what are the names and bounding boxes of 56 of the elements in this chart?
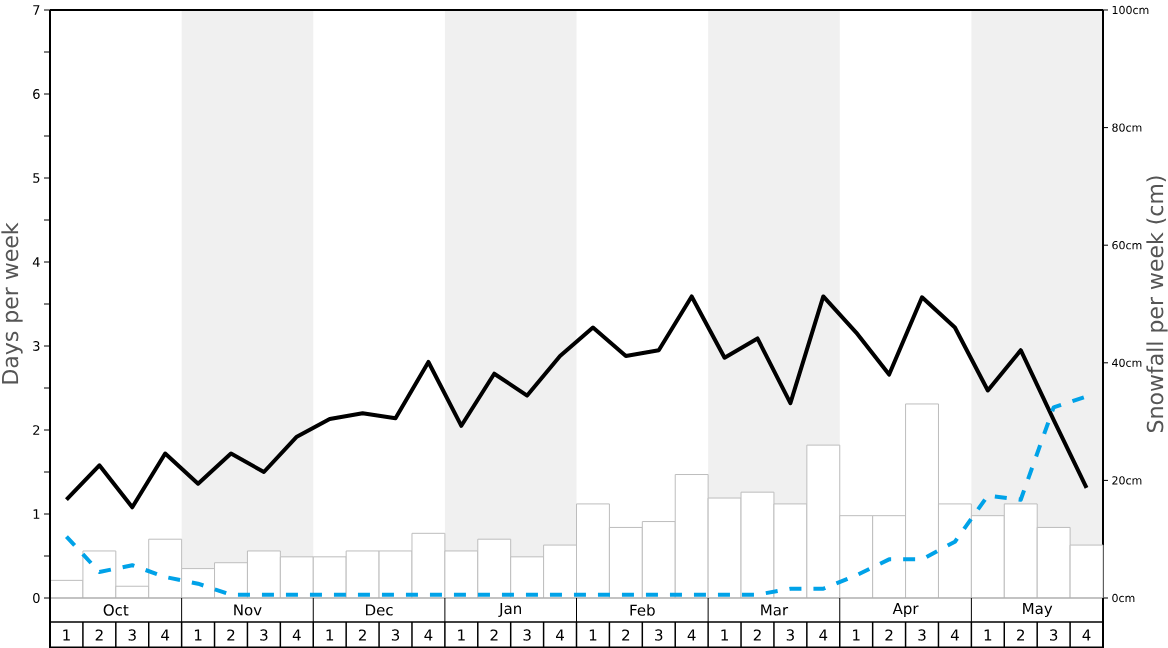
x-tick-label: 2 bbox=[227, 629, 235, 641]
x-tick-label: 4 bbox=[1082, 629, 1091, 641]
y-tick-label: 5 bbox=[33, 173, 40, 183]
x-tick-label: 3 bbox=[1050, 629, 1058, 641]
y-tick-label: 7 bbox=[33, 5, 40, 15]
x-tick-label: 4 bbox=[161, 629, 170, 641]
y-axis-title: Days per week bbox=[1, 222, 23, 384]
x-tick-label: 4 bbox=[687, 629, 696, 641]
x-tick-label: 4 bbox=[424, 629, 433, 641]
y-tick-label: 1 bbox=[33, 509, 40, 519]
x-tick-label: 1 bbox=[589, 629, 597, 641]
y2-tick-label: 40cm bbox=[1112, 358, 1142, 367]
x-tick-label: 3 bbox=[260, 629, 268, 641]
x-tick-label: 2 bbox=[358, 629, 366, 641]
y2-tick-label: 20cm bbox=[1112, 476, 1142, 485]
text: May bbox=[1023, 602, 1053, 618]
x-tick-label: 4 bbox=[950, 629, 959, 641]
y2-tick-label: 100cm bbox=[1112, 5, 1149, 15]
text: Nov bbox=[234, 604, 262, 616]
y2-tick-label: 0cm bbox=[1112, 593, 1135, 603]
y-tick-label: 3 bbox=[33, 341, 40, 351]
y2-axis-title: Snowfall per week (cm) bbox=[1146, 176, 1168, 432]
x-tick-label: 1 bbox=[194, 629, 202, 641]
text: Feb bbox=[630, 604, 655, 616]
x-tick-label: 2 bbox=[622, 629, 630, 641]
y2-tick-label: 80cm bbox=[1112, 123, 1142, 132]
x-tick-label: 2 bbox=[490, 629, 498, 641]
x-tick-label: 1 bbox=[984, 629, 992, 641]
x-tick-label: 1 bbox=[63, 629, 70, 641]
x-tick-label: 3 bbox=[128, 629, 136, 641]
y-tick-label: 0 bbox=[33, 593, 40, 603]
x-tick-label: 1 bbox=[326, 629, 334, 641]
text: Dec bbox=[366, 604, 393, 616]
y-tick-label: 2 bbox=[33, 425, 40, 435]
x-tick-label: 3 bbox=[523, 629, 531, 641]
x-tick-label: 1 bbox=[721, 629, 728, 641]
x-tick-label: 3 bbox=[918, 629, 926, 641]
x-tick-label: 3 bbox=[786, 629, 794, 641]
x-tick-label: 1 bbox=[853, 629, 860, 641]
y2-tick-label: 60cm bbox=[1112, 241, 1142, 250]
text: Apr bbox=[892, 602, 919, 618]
text: Mar bbox=[761, 604, 789, 616]
y-tick-label: 4 bbox=[32, 257, 40, 267]
x-tick-label: 1 bbox=[458, 629, 465, 641]
text: Oct bbox=[103, 604, 129, 616]
x-tick-label: 2 bbox=[1017, 629, 1025, 641]
x-tick-label: 4 bbox=[292, 629, 301, 641]
x-tick-label: 3 bbox=[655, 629, 663, 641]
x-tick-label: 2 bbox=[885, 629, 893, 641]
x-tick-label: 3 bbox=[391, 629, 400, 641]
x-tick-label: 4 bbox=[819, 629, 828, 641]
x-tick-label: 4 bbox=[556, 629, 564, 641]
x-tick-label: 2 bbox=[753, 629, 761, 641]
y-tick-label: 6 bbox=[33, 89, 40, 99]
x-tick-label: 2 bbox=[95, 629, 103, 641]
text: Jan bbox=[498, 603, 521, 617]
